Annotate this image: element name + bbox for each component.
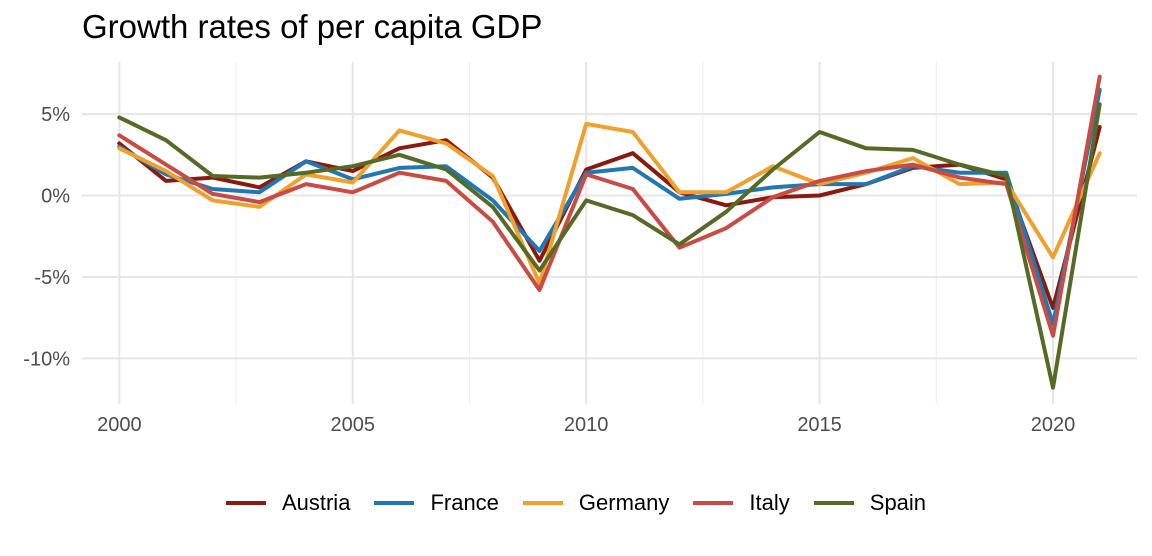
legend: Austria France Germany Italy Spain [0, 490, 1152, 516]
series-line-austria [117, 125, 1102, 310]
x-tick-label: 2015 [797, 414, 842, 436]
series-lines [117, 74, 1102, 390]
legend-item-italy: Italy [693, 490, 790, 516]
minor-gridlines [235, 62, 937, 404]
y-tick-label: -10% [23, 348, 70, 370]
y-tick-label: 5% [41, 104, 70, 126]
legend-swatch [693, 501, 734, 505]
legend-swatch [225, 501, 266, 505]
chart-title: Growth rates of per capita GDP [82, 8, 543, 45]
x-axis-tick-labels: 2000 2005 2010 2015 2020 [97, 414, 1075, 436]
y-tick-label: 0% [41, 186, 70, 208]
y-tick-label: -5% [34, 267, 70, 289]
legend-label: Germany [578, 490, 670, 515]
series-line-germany [117, 121, 1102, 286]
series-line-spain [117, 102, 1102, 390]
legend-label: Italy [749, 490, 790, 515]
legend-swatch [522, 501, 563, 505]
x-tick-label: 2000 [97, 414, 142, 436]
x-tick-label: 2005 [331, 414, 376, 436]
y-axis-tick-labels: -10% -5% 0% 5% [23, 104, 70, 370]
legend-item-france: France [374, 490, 499, 516]
plot-area: -10% -5% 0% 5% 2000 2005 2010 2015 2020 [23, 62, 1137, 436]
legend-label: France [430, 490, 499, 515]
legend-swatch [813, 501, 854, 505]
x-tick-label: 2010 [564, 414, 609, 436]
series-line-italy [117, 74, 1102, 338]
legend-label: Austria [281, 490, 351, 515]
legend-swatch [374, 501, 415, 505]
legend-label: Spain [869, 490, 927, 515]
legend-item-spain: Spain [813, 490, 927, 516]
legend-item-germany: Germany [522, 490, 670, 516]
major-gridlines [82, 62, 1137, 404]
legend-item-austria: Austria [225, 490, 351, 516]
x-tick-label: 2020 [1031, 414, 1076, 436]
